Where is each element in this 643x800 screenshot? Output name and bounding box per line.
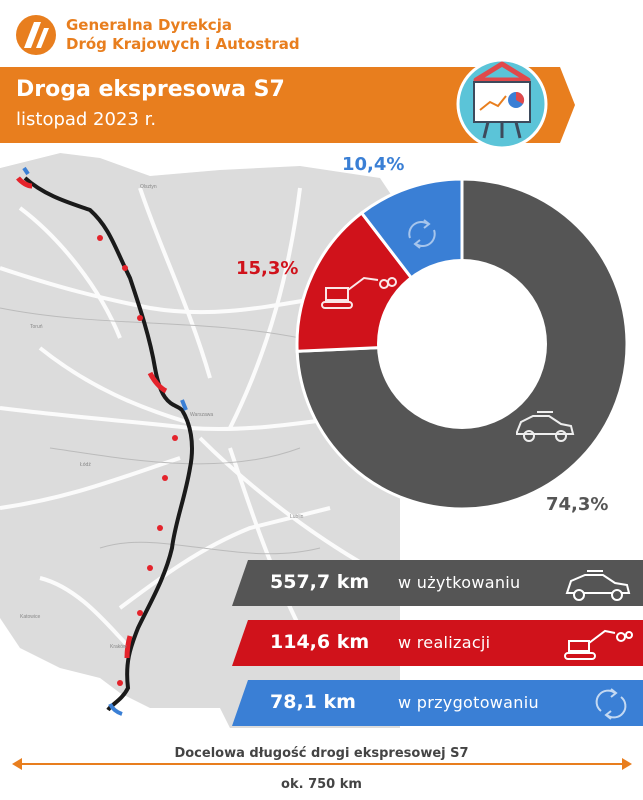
- header-bar: [0, 67, 575, 143]
- refresh-icon: [408, 219, 436, 249]
- svg-text:Olsztyn: Olsztyn: [140, 184, 157, 190]
- svg-text:Łódź: Łódź: [80, 462, 91, 468]
- svg-text:Warszawa: Warszawa: [190, 412, 213, 418]
- percent-preparation: 10,4%: [342, 154, 405, 175]
- organization-line-2: Dróg Krajowych i Autostrad: [66, 35, 300, 53]
- stat-value-construction: 114,6 km: [270, 631, 370, 653]
- stat-row-preparation: 78,1 km w przygotowaniu: [232, 680, 643, 726]
- stat-row-construction: 114,6 km w realizacji: [232, 620, 643, 666]
- stat-label-construction: w realizacji: [398, 633, 491, 652]
- stat-label-preparation: w przygotowaniu: [398, 693, 539, 712]
- stat-row-in-use: 557,7 km w użytkowaniu: [232, 560, 643, 606]
- percent-in-use: 74,3%: [546, 494, 609, 515]
- stat-label-in-use: w użytkowaniu: [398, 573, 521, 592]
- target-length-value: ok. 750 km: [281, 777, 362, 792]
- donut-chart: [295, 178, 629, 508]
- svg-text:Lublin: Lublin: [290, 514, 304, 520]
- page-title: Droga ekspresowa S7: [16, 77, 285, 102]
- percent-construction: 15,3%: [236, 258, 299, 279]
- target-length-caption: Docelowa długość drogi ekspresowej S7: [174, 746, 469, 761]
- excavator-icon: [564, 629, 633, 660]
- stat-value-in-use: 557,7 km: [270, 571, 370, 593]
- svg-text:Kraków: Kraków: [110, 644, 127, 650]
- length-arrow: [12, 758, 632, 770]
- gddkia-logo: [16, 15, 56, 55]
- stat-value-preparation: 78,1 km: [270, 691, 356, 713]
- organization-name: Generalna Dyrekcja Dróg Krajowych i Auto…: [66, 16, 300, 54]
- presentation-icon: [456, 58, 548, 150]
- organization-line-1: Generalna Dyrekcja: [66, 16, 232, 34]
- svg-text:Katowice: Katowice: [20, 614, 41, 620]
- donut-hole: [377, 259, 547, 429]
- page-date: listopad 2023 r.: [16, 109, 157, 130]
- excavator-icon: [321, 276, 397, 309]
- car-icon: [516, 411, 575, 442]
- svg-text:Toruń: Toruń: [30, 324, 43, 330]
- car-icon: [565, 570, 631, 601]
- refresh-icon: [595, 688, 627, 720]
